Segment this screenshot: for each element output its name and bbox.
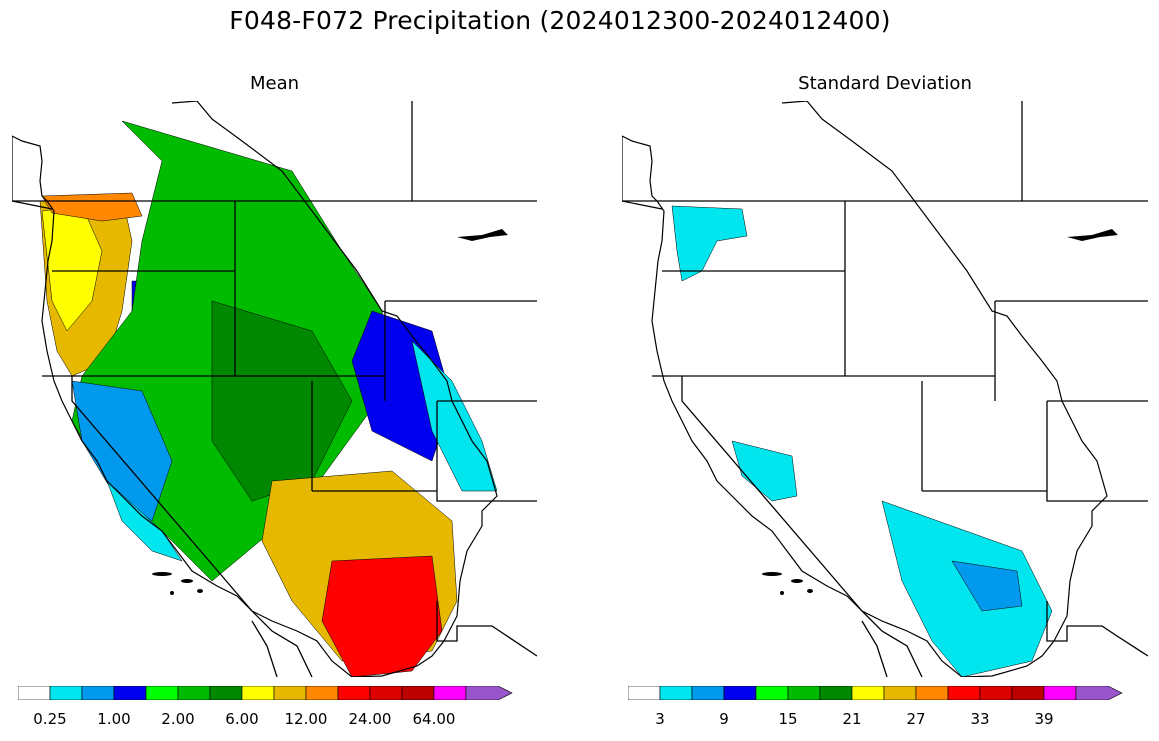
colorbar-segment bbox=[1043, 686, 1077, 700]
channel-islands bbox=[762, 572, 813, 595]
colorbar-segment bbox=[787, 686, 821, 700]
colorbar-tick-label: 64.00 bbox=[412, 710, 456, 728]
figure-title: F048-F072 Precipitation (2024012300-2024… bbox=[229, 6, 891, 35]
colorbar-segment bbox=[369, 686, 403, 700]
colorbar-segment bbox=[851, 686, 885, 700]
colorbar-tick-label: 2.00 bbox=[161, 710, 195, 728]
colorbar-segment bbox=[1075, 686, 1123, 700]
colorbar-segment bbox=[755, 686, 789, 700]
region-az-south bbox=[321, 555, 443, 677]
colorbar-segment bbox=[177, 686, 211, 700]
colorbar-segment bbox=[723, 686, 757, 700]
panel-title-mean: Mean bbox=[249, 73, 300, 94]
region-colorado bbox=[351, 310, 453, 462]
colorbar-segment bbox=[979, 686, 1013, 700]
region-puget bbox=[41, 192, 143, 222]
colorbar-segment bbox=[241, 686, 275, 700]
colorbar-segment bbox=[691, 686, 725, 700]
region-az-core bbox=[951, 560, 1023, 612]
colorbar-segment bbox=[145, 686, 179, 700]
colorbar-segment bbox=[113, 686, 147, 700]
region-east-edge bbox=[411, 340, 498, 492]
colorbar-tick-label: 24.00 bbox=[348, 710, 392, 728]
region-outline bbox=[12, 101, 498, 677]
colorbar-tick-label: 0.25 bbox=[33, 710, 67, 728]
colorbar-segment bbox=[659, 686, 693, 700]
colorbar-tick-label: 6.00 bbox=[225, 710, 259, 728]
lake-shape bbox=[1067, 229, 1118, 241]
colorbar-segment bbox=[628, 686, 661, 700]
colorbar-segment bbox=[819, 686, 853, 700]
colorbar-tick-label: 9 bbox=[719, 710, 729, 728]
colorbar-segment bbox=[401, 686, 435, 700]
mean-precipitation-map bbox=[12, 101, 537, 677]
colorbar-segment bbox=[433, 686, 467, 700]
colorbar-tick-label: 21 bbox=[842, 710, 862, 728]
colorbar-segment bbox=[81, 686, 115, 700]
colorbar-segment bbox=[947, 686, 981, 700]
region-socal bbox=[106, 480, 183, 562]
region-ca-central bbox=[731, 440, 798, 502]
panel-title-stddev: Standard Deviation bbox=[798, 73, 972, 94]
colorbar-segment bbox=[209, 686, 243, 700]
channel-islands bbox=[152, 572, 203, 595]
colorbar-segment bbox=[883, 686, 917, 700]
stddev-precipitation-map bbox=[622, 101, 1148, 677]
region-az-main bbox=[881, 500, 1053, 677]
colorbar-segment bbox=[273, 686, 307, 700]
colorbar-mean bbox=[18, 686, 513, 700]
colorbar-segment bbox=[465, 686, 513, 700]
region-outline bbox=[622, 101, 1108, 677]
colorbar-segment bbox=[915, 686, 949, 700]
colorbar-tick-label: 27 bbox=[906, 710, 926, 728]
colorbar-segment bbox=[305, 686, 339, 700]
colorbar-tick-label: 1.00 bbox=[97, 710, 131, 728]
colorbar-stddev bbox=[628, 686, 1123, 700]
colorbar-segment bbox=[49, 686, 83, 700]
colorbar-tick-label: 3 bbox=[655, 710, 665, 728]
colorbar-segment bbox=[337, 686, 371, 700]
state-borders bbox=[12, 101, 537, 677]
state-borders bbox=[622, 101, 1148, 677]
region-wa-pockets bbox=[671, 205, 748, 282]
colorbar-segment bbox=[18, 686, 51, 700]
colorbar-tick-label: 12.00 bbox=[284, 710, 328, 728]
colorbar-tick-label: 39 bbox=[1034, 710, 1054, 728]
colorbar-tick-label: 15 bbox=[778, 710, 798, 728]
lake-shape bbox=[457, 229, 508, 241]
colorbar-tick-label: 33 bbox=[970, 710, 990, 728]
colorbar-segment bbox=[1011, 686, 1045, 700]
